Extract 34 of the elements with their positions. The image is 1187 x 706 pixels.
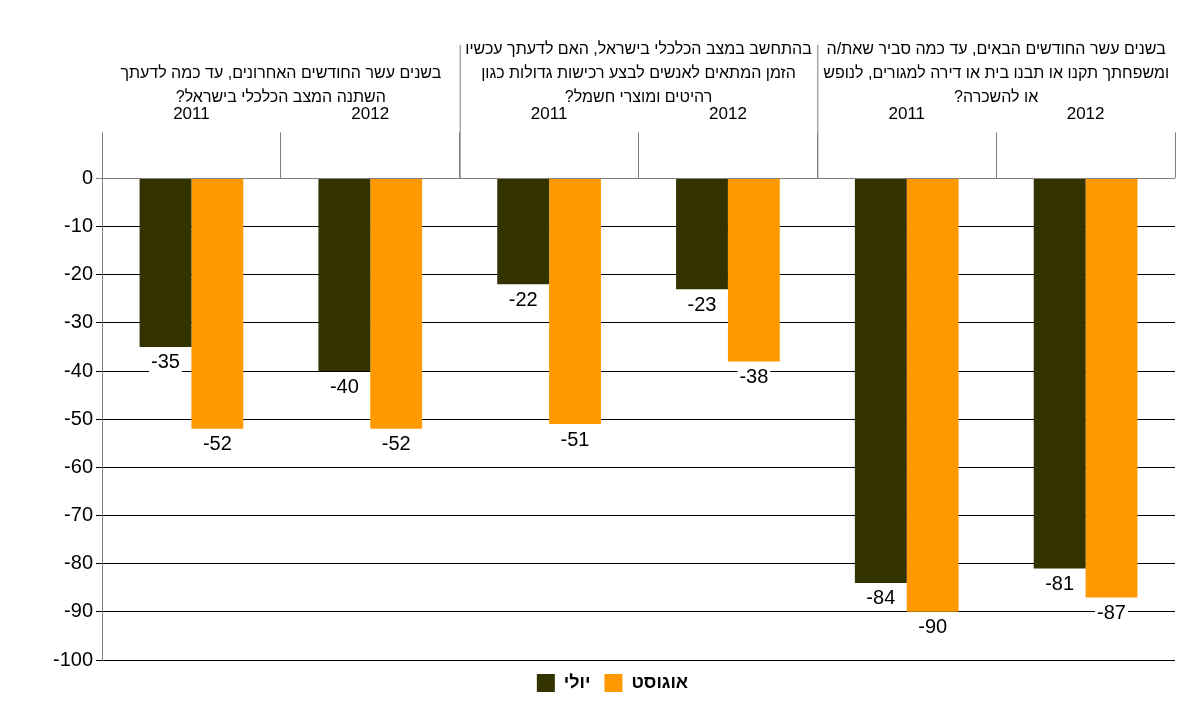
x-tick-label: 2012 bbox=[709, 103, 747, 123]
y-tick-label: -90 bbox=[64, 599, 94, 622]
data-label: -84 bbox=[866, 586, 896, 609]
data-label: -90 bbox=[918, 615, 948, 638]
x-tick-label: 2011 bbox=[530, 103, 568, 123]
y-tick-label: -100 bbox=[53, 647, 94, 670]
y-tick-label: -80 bbox=[64, 551, 94, 574]
y-tick-label: -70 bbox=[64, 503, 94, 526]
data-label: -52 bbox=[381, 432, 411, 455]
data-label: -35 bbox=[151, 350, 180, 373]
data-label: -51 bbox=[560, 427, 590, 450]
y-tick-label: -20 bbox=[64, 262, 94, 285]
y-tick-label: 0 bbox=[81, 165, 94, 188]
data-label: -52 bbox=[202, 432, 232, 455]
data-label: -40 bbox=[329, 374, 359, 397]
data-label: -38 bbox=[739, 364, 769, 387]
legend-label: יולי bbox=[563, 671, 591, 692]
data-label: -87 bbox=[1097, 600, 1126, 623]
y-tick-label: -30 bbox=[64, 310, 94, 333]
legend-label: אוגוסט bbox=[631, 671, 689, 692]
data-label: -23 bbox=[687, 292, 717, 315]
text: בשנים עשר החודשים הבאים, עד כמה סביר שאת/ה ומשפחתך תקנו או תבנו בית או דירה למגורים, לנופש או להשכרה? bbox=[823, 40, 1170, 106]
data-label: -22 bbox=[508, 287, 538, 310]
x-tick-label: 2012 bbox=[351, 103, 390, 123]
data-label: -81 bbox=[1045, 572, 1075, 595]
y-tick-label: -50 bbox=[64, 406, 94, 429]
text: בהתחשב במצב הכלכלי בישראל, האם לדעתך עכשיו הזמן המתאים לאנשים לבצע רכישות גדולות כגון רהיטים ומוצרי חשמל? bbox=[465, 40, 813, 106]
x-tick-label: 2011 bbox=[888, 103, 926, 123]
text: בשנים עשר החודשים האחרונים, עד כמה לדעתך השתנה המצב הכלכלי בישראל? bbox=[120, 64, 442, 106]
y-tick-label: -40 bbox=[64, 358, 94, 381]
x-tick-label: 2011 bbox=[173, 103, 210, 123]
y-tick-label: -10 bbox=[64, 214, 94, 237]
x-tick-label: 2012 bbox=[1066, 103, 1105, 123]
y-tick-label: -60 bbox=[64, 454, 94, 477]
